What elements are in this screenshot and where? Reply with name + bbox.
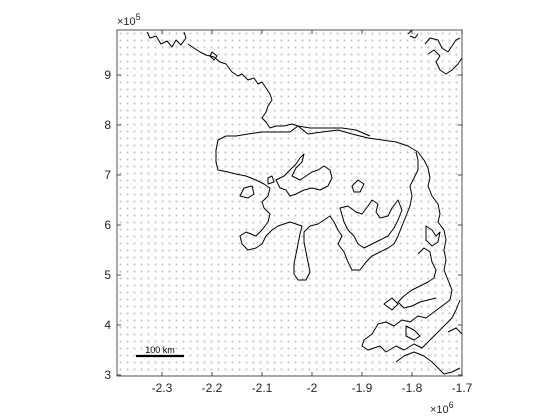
coastline-segment [397, 247, 437, 309]
coastline-segment [351, 179, 365, 193]
coastline-outlines [146, 30, 462, 375]
y-exponent-label: ×105 [117, 12, 141, 28]
coastline-segment [209, 51, 218, 61]
grid-points [117, 30, 462, 376]
y-tick-label: 6 [104, 218, 111, 232]
coastline-segment [395, 351, 461, 375]
x-exponent-label: ×106 [430, 400, 454, 416]
y-tick-label: 9 [104, 68, 111, 82]
x-tick-label: -1.7 [452, 381, 473, 395]
coastline-segment [297, 125, 371, 137]
coastline-segment [447, 327, 462, 335]
coastline-segment [383, 297, 399, 311]
coastline-segment [339, 199, 403, 249]
coastline-main [297, 125, 461, 353]
y-tick-label: 8 [104, 118, 111, 132]
x-tick-label: -2.3 [152, 381, 173, 395]
coastline-segment [239, 185, 255, 199]
coastline-segment [146, 31, 187, 48]
coastline-segment [407, 30, 419, 39]
coastline-segment [424, 37, 462, 75]
coastline-segment [275, 153, 333, 197]
coastline-segment [405, 325, 421, 341]
y-tick-label: 5 [104, 268, 111, 282]
x-tick-label: -2 [307, 381, 318, 395]
scale-bar-label: 100 km [145, 345, 175, 355]
x-tick-label: -1.9 [352, 381, 373, 395]
coastline-segment [425, 225, 441, 247]
y-tick-label: 4 [104, 318, 111, 332]
coastline-segment [187, 43, 299, 129]
y-axis: 3 4 5 6 7 8 9 [104, 68, 462, 382]
y-tick-label: 7 [104, 168, 111, 182]
axes-box [116, 29, 463, 377]
y-tick-label: 3 [104, 368, 111, 382]
x-tick-label: -2.2 [202, 381, 223, 395]
x-axis: -2.3 -2.2 -2.1 -2 -1.9 -1.8 -1.7 [152, 30, 473, 395]
x-tick-label: -1.8 [402, 381, 423, 395]
coastline-main [215, 125, 419, 281]
coastline-segment [267, 175, 275, 185]
x-tick-label: -2.1 [252, 381, 273, 395]
